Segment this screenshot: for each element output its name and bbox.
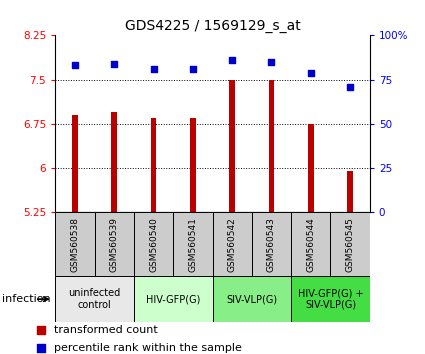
Bar <box>134 212 173 276</box>
Bar <box>94 212 134 276</box>
Point <box>71 63 78 68</box>
Text: GSM560545: GSM560545 <box>346 217 354 272</box>
Point <box>37 327 44 333</box>
Text: transformed count: transformed count <box>54 325 158 335</box>
Bar <box>252 212 291 276</box>
Text: HIV-GFP(G) +
SIV-VLP(G): HIV-GFP(G) + SIV-VLP(G) <box>298 288 363 310</box>
Bar <box>347 171 353 212</box>
Bar <box>72 115 78 212</box>
Point <box>229 57 235 63</box>
Text: GSM560544: GSM560544 <box>306 217 315 272</box>
Bar <box>212 276 291 322</box>
Point <box>111 61 118 67</box>
Bar <box>55 276 134 322</box>
Bar <box>331 212 370 276</box>
Title: GDS4225 / 1569129_s_at: GDS4225 / 1569129_s_at <box>125 19 300 33</box>
Text: uninfected
control: uninfected control <box>68 288 121 310</box>
Point <box>268 59 275 65</box>
Text: GSM560541: GSM560541 <box>188 217 197 272</box>
Bar <box>111 112 117 212</box>
Text: GSM560538: GSM560538 <box>71 217 79 273</box>
Point <box>307 70 314 75</box>
Bar <box>291 212 331 276</box>
Bar <box>173 212 212 276</box>
Text: GSM560540: GSM560540 <box>149 217 158 272</box>
Bar <box>308 124 314 212</box>
Point <box>37 345 44 350</box>
Point <box>347 84 354 90</box>
Bar <box>150 118 156 212</box>
Bar <box>190 118 196 212</box>
Bar <box>55 212 94 276</box>
Bar <box>229 80 235 212</box>
Text: HIV-GFP(G): HIV-GFP(G) <box>146 294 200 304</box>
Point <box>190 66 196 72</box>
Text: GSM560543: GSM560543 <box>267 217 276 272</box>
Bar <box>291 276 370 322</box>
Bar <box>212 212 252 276</box>
Text: infection: infection <box>2 294 51 304</box>
Text: GSM560542: GSM560542 <box>228 217 237 272</box>
Bar <box>269 80 275 212</box>
Text: GSM560539: GSM560539 <box>110 217 119 273</box>
Text: percentile rank within the sample: percentile rank within the sample <box>54 343 242 353</box>
Point <box>150 66 157 72</box>
Bar <box>134 276 212 322</box>
Text: SIV-VLP(G): SIV-VLP(G) <box>226 294 278 304</box>
